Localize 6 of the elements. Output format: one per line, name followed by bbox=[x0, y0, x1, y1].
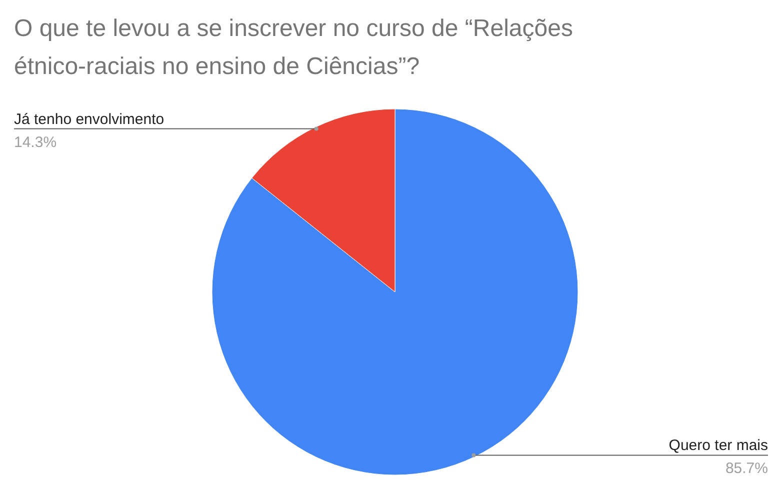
slice-label: Já tenho envolvimento bbox=[14, 110, 164, 128]
chart-title: O que te levou a se inscrever no curso de “Relações étnico-raciais no ensino de Ciências”? bbox=[14, 15, 573, 80]
data-label: 85.7% bbox=[725, 460, 768, 478]
pie-slice bbox=[212, 108, 578, 475]
data-label: 14.3% bbox=[14, 134, 57, 151]
slice-label: Quero ter mais bbox=[668, 437, 768, 454]
